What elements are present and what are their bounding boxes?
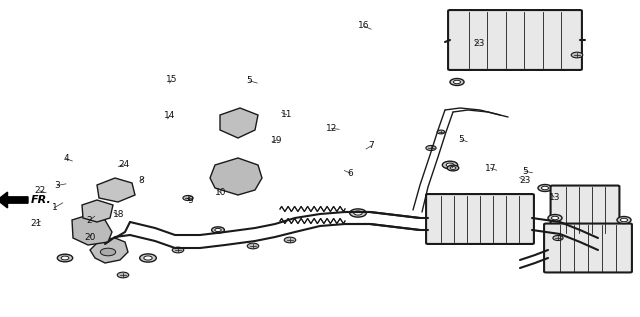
Circle shape xyxy=(450,79,464,86)
Circle shape xyxy=(552,216,559,220)
Polygon shape xyxy=(72,215,112,245)
Text: 5: 5 xyxy=(522,167,527,176)
Circle shape xyxy=(450,166,456,169)
Circle shape xyxy=(442,161,458,169)
Text: 17: 17 xyxy=(484,164,496,172)
Polygon shape xyxy=(90,238,128,263)
Text: 11: 11 xyxy=(281,110,292,119)
Polygon shape xyxy=(210,158,262,195)
Text: 14: 14 xyxy=(164,111,175,120)
Text: 19: 19 xyxy=(271,136,282,145)
Circle shape xyxy=(172,247,184,253)
Circle shape xyxy=(454,80,461,84)
Circle shape xyxy=(572,52,583,58)
Text: 6: 6 xyxy=(348,169,353,178)
Circle shape xyxy=(541,186,548,190)
Circle shape xyxy=(621,218,627,222)
Circle shape xyxy=(349,209,366,217)
Circle shape xyxy=(183,196,193,201)
Text: 5: 5 xyxy=(247,76,252,85)
FancyBboxPatch shape xyxy=(426,194,534,244)
FancyBboxPatch shape xyxy=(448,10,582,70)
Circle shape xyxy=(215,229,221,232)
Text: 3: 3 xyxy=(55,181,60,190)
Text: 21: 21 xyxy=(30,219,42,228)
Circle shape xyxy=(354,211,362,215)
Text: 22: 22 xyxy=(34,186,45,195)
Circle shape xyxy=(117,272,129,278)
Polygon shape xyxy=(0,192,28,208)
Circle shape xyxy=(437,130,445,134)
Text: 24: 24 xyxy=(118,160,129,169)
Circle shape xyxy=(140,254,156,262)
Text: 10: 10 xyxy=(215,188,227,197)
Text: 5: 5 xyxy=(458,135,463,144)
Text: 2: 2 xyxy=(87,216,92,225)
Circle shape xyxy=(538,184,552,191)
Circle shape xyxy=(617,217,631,223)
Circle shape xyxy=(426,146,436,151)
Text: 12: 12 xyxy=(326,124,337,133)
Circle shape xyxy=(58,254,73,262)
FancyBboxPatch shape xyxy=(544,223,632,272)
Circle shape xyxy=(284,237,296,243)
Circle shape xyxy=(100,248,116,256)
Polygon shape xyxy=(220,108,258,138)
Text: 13: 13 xyxy=(548,193,560,202)
Circle shape xyxy=(553,236,563,241)
Text: 1: 1 xyxy=(52,203,57,212)
Circle shape xyxy=(61,256,69,260)
Circle shape xyxy=(446,163,454,167)
Circle shape xyxy=(548,215,562,222)
Text: 15: 15 xyxy=(166,75,177,84)
Text: 9: 9 xyxy=(188,196,193,205)
Text: 18: 18 xyxy=(113,210,124,219)
Circle shape xyxy=(212,227,225,233)
Text: 4: 4 xyxy=(63,154,68,163)
Circle shape xyxy=(144,256,152,260)
Text: FR.: FR. xyxy=(31,195,52,205)
Circle shape xyxy=(247,243,259,249)
FancyBboxPatch shape xyxy=(550,185,620,235)
Text: 23: 23 xyxy=(473,39,484,48)
Text: 16: 16 xyxy=(358,22,369,30)
Text: 23: 23 xyxy=(519,176,531,185)
Text: 8: 8 xyxy=(138,176,143,185)
Circle shape xyxy=(447,165,459,171)
Polygon shape xyxy=(97,178,135,202)
Polygon shape xyxy=(82,200,113,222)
Text: 7: 7 xyxy=(369,141,374,150)
Text: 20: 20 xyxy=(84,233,95,242)
